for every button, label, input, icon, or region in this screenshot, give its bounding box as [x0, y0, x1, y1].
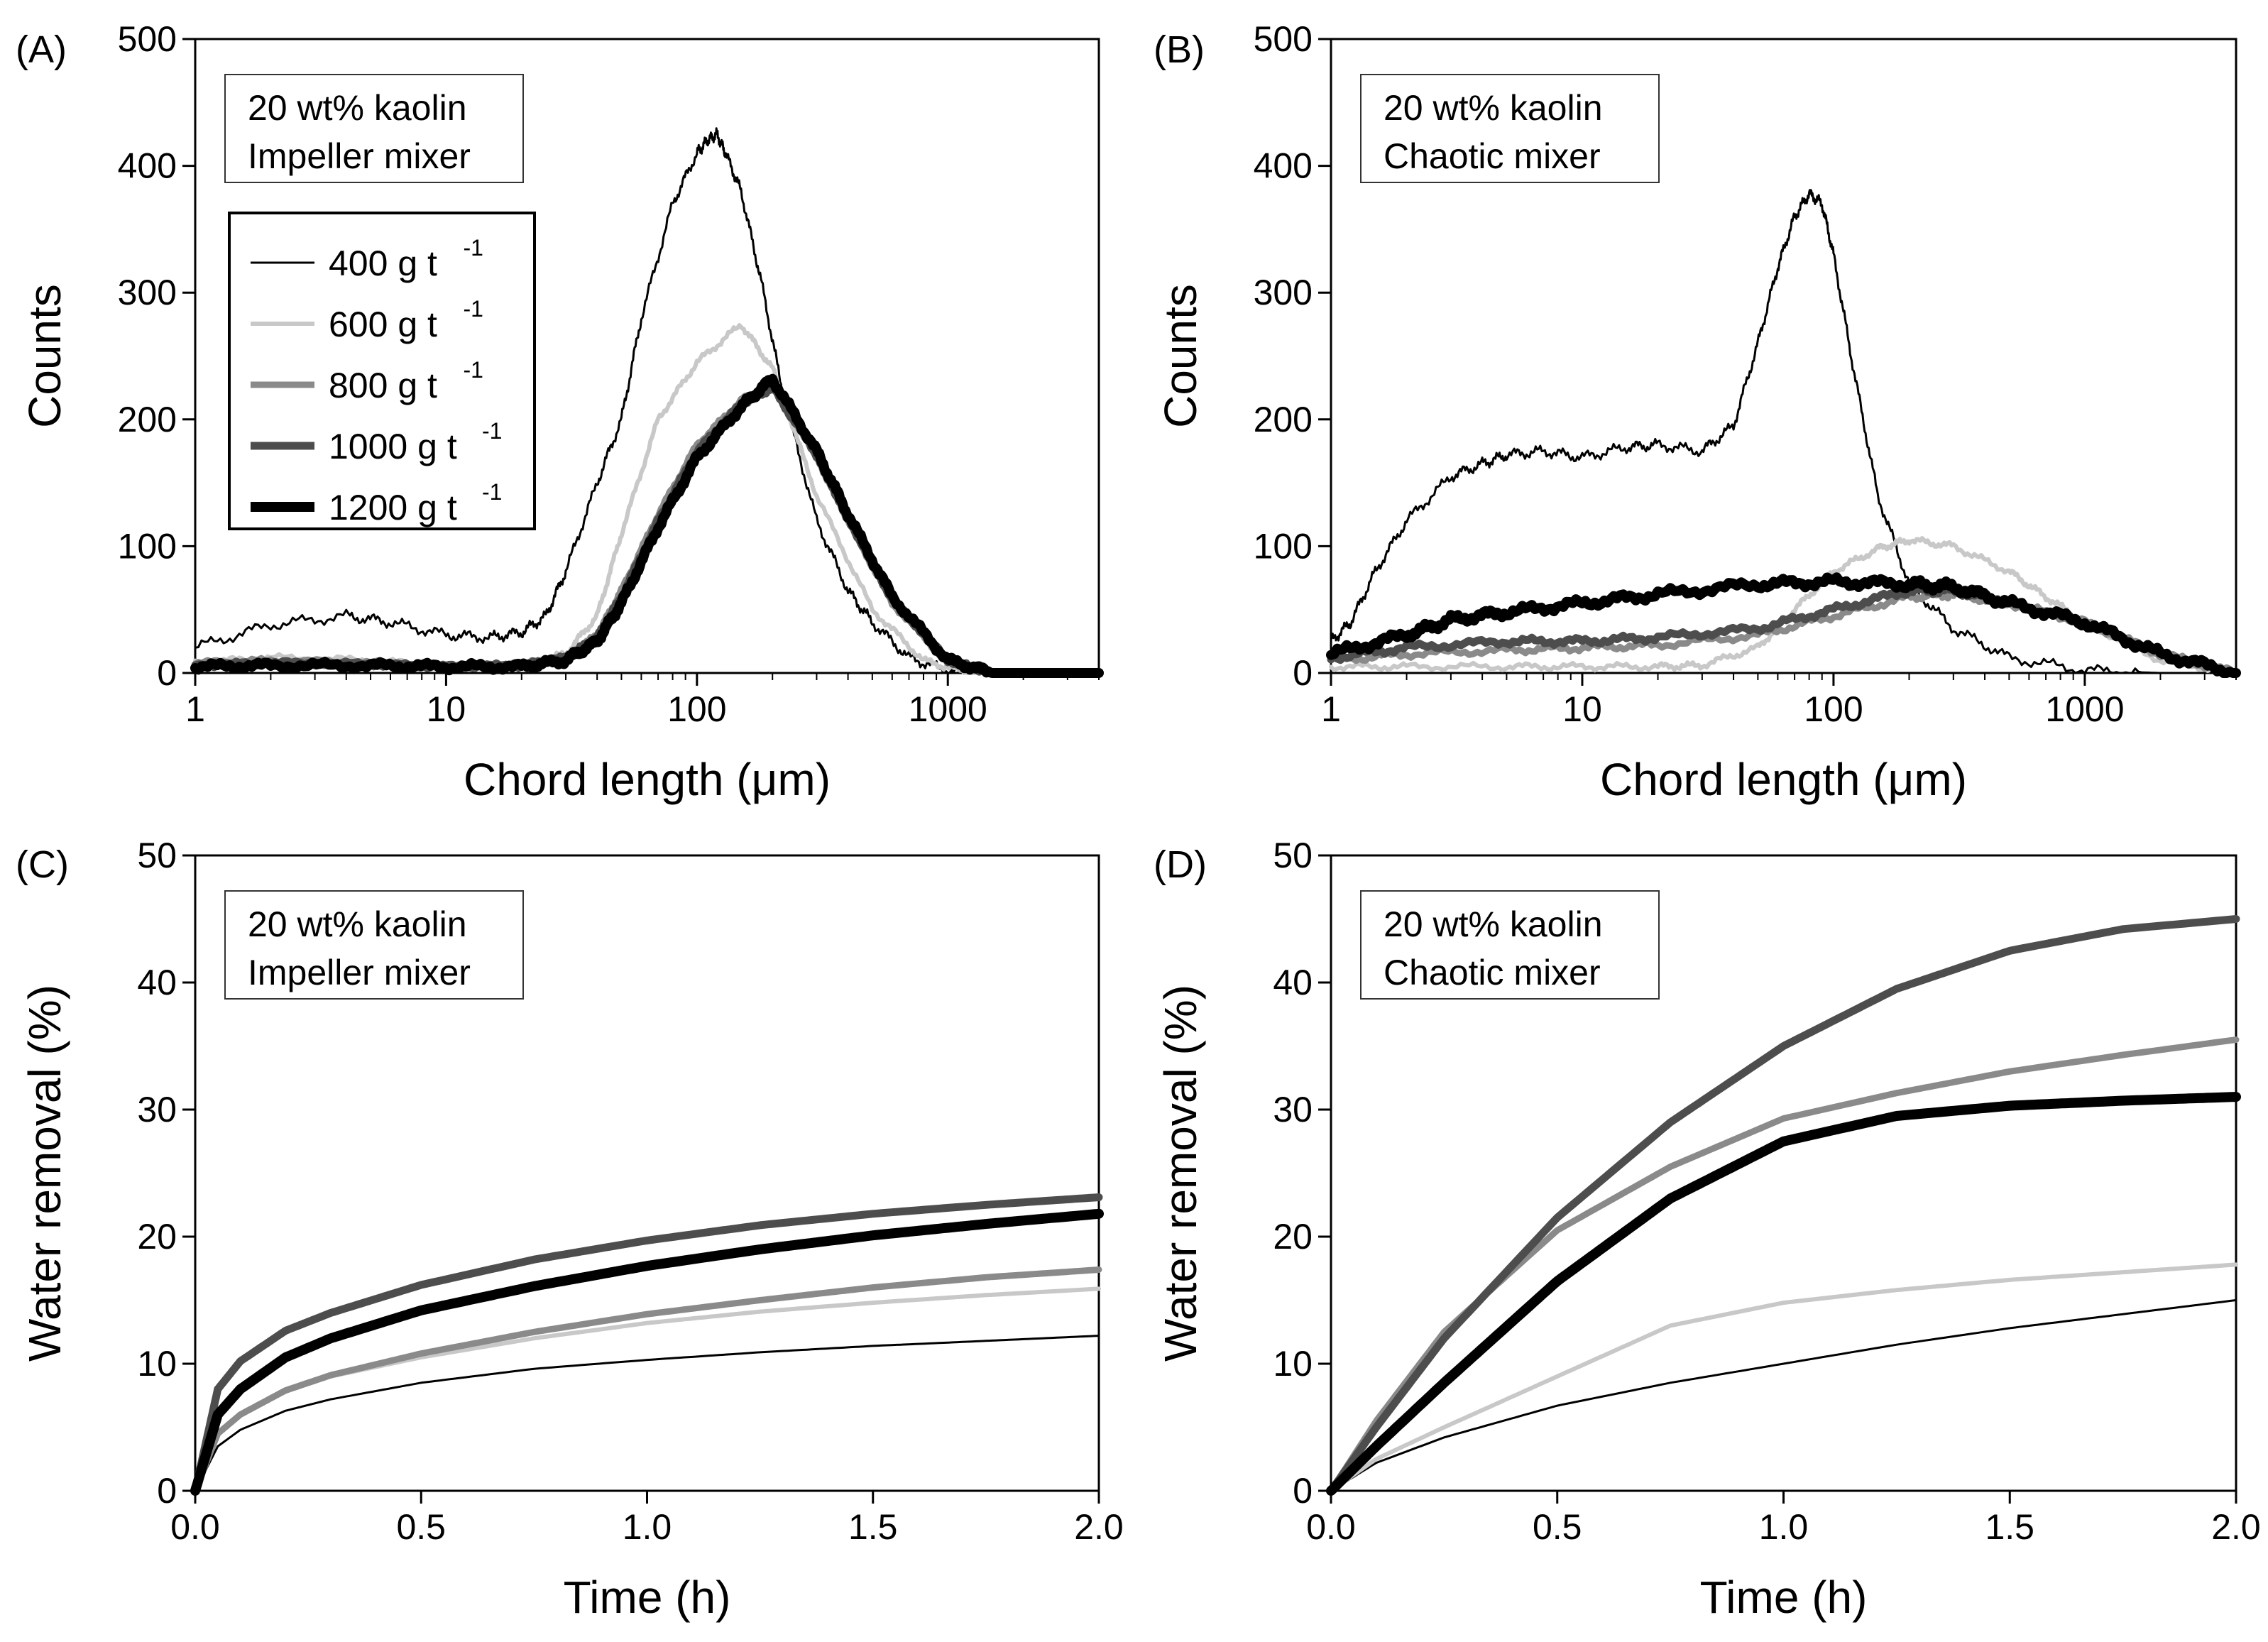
series-line-s1200 — [1326, 572, 2241, 678]
y-axis-title: Water removal (%) — [19, 985, 70, 1362]
note-line: Impeller mixer — [248, 953, 471, 992]
x-tick-label: 10 — [427, 689, 466, 729]
plot-frame — [194, 38, 1100, 674]
x-tick-label: 1 — [185, 689, 205, 729]
legend-label-superscript: -1 — [464, 357, 483, 383]
x-axis-title: Time (h) — [1700, 1572, 1868, 1623]
x-tick-label: 0.0 — [1306, 1507, 1356, 1547]
y-tick-label: 500 — [1254, 19, 1313, 59]
x-axis-title: Chord length (μm) — [464, 754, 831, 805]
y-tick-label: 30 — [137, 1090, 177, 1129]
note-box — [224, 890, 524, 1000]
x-tick-label: 100 — [1804, 689, 1863, 729]
legend-label-superscript: -1 — [482, 418, 502, 444]
legend-label-superscript: -1 — [482, 479, 502, 505]
note-box — [224, 74, 524, 183]
note-line: 20 wt% kaolin — [248, 904, 467, 944]
x-tick-label: 1.5 — [848, 1507, 898, 1547]
x-tick-label: 2.0 — [2211, 1507, 2261, 1547]
series-line-s1200 — [190, 373, 1104, 678]
y-tick-label: 0 — [157, 1471, 177, 1511]
y-tick-label: 0 — [1293, 1471, 1313, 1511]
note-line: Chaotic mixer — [1384, 136, 1601, 176]
y-tick-label: 500 — [118, 19, 177, 59]
x-tick-label: 1.0 — [623, 1507, 672, 1547]
series-line-s1200 — [190, 1208, 1104, 1496]
note-line: 20 wt% kaolin — [1384, 88, 1603, 128]
x-tick-label: 100 — [667, 689, 726, 729]
y-axis-title: Counts — [1155, 284, 1206, 428]
y-tick-label: 100 — [118, 526, 177, 566]
series-line-s400 — [194, 127, 1100, 674]
panel-label: (A) — [16, 28, 67, 71]
y-tick-label: 0 — [157, 653, 177, 693]
x-tick-label: 0.5 — [1533, 1507, 1582, 1547]
panel-c: (C) 0 10 20 30 40 50 0.0 0.5 1.0 1.5 2.0 Time (h) Wat… — [16, 836, 1124, 1623]
x-tick-label: 1000 — [909, 689, 987, 729]
legend-label: 400 g t — [329, 243, 437, 283]
legend-label-superscript: -1 — [464, 296, 483, 322]
x-tick-label: 1.5 — [1985, 1507, 2034, 1547]
series-line-s800 — [1327, 1036, 2240, 1494]
legend-label: 1000 g t — [329, 427, 457, 466]
y-axis-title: Counts — [19, 284, 70, 428]
panel-b: (B) 0 100 200 300 400 500 1 10 100 1000 Chord lengt… — [1154, 19, 2241, 805]
x-axis-title: Time (h) — [564, 1572, 731, 1623]
note-line: Impeller mixer — [248, 136, 471, 176]
note-line: 20 wt% kaolin — [1384, 904, 1603, 944]
y-tick-label: 300 — [118, 273, 177, 312]
series-line-s800 — [192, 1266, 1102, 1494]
note-box — [1360, 890, 1660, 1000]
legend-label: 1200 g t — [329, 488, 457, 527]
panel-label: (D) — [1154, 843, 1207, 886]
y-tick-label: 100 — [1254, 526, 1313, 566]
panel-label: (C) — [16, 843, 69, 886]
series-line-s1000 — [191, 1193, 1103, 1495]
y-tick-label: 40 — [137, 963, 177, 1002]
y-tick-label: 200 — [118, 400, 177, 439]
series-line-s1000 — [1327, 915, 2240, 1495]
series-line-s400 — [1330, 189, 2237, 674]
legend-label: 800 g t — [329, 366, 437, 405]
legend-box — [228, 212, 536, 530]
panel-label: (B) — [1154, 28, 1205, 71]
note-line: Chaotic mixer — [1384, 953, 1601, 992]
series-line-s600 — [193, 1286, 1101, 1493]
y-tick-label: 50 — [137, 836, 177, 875]
series-line-s600 — [1329, 1262, 2238, 1493]
x-tick-label: 1000 — [2045, 689, 2124, 729]
x-tick-label: 0.5 — [396, 1507, 446, 1547]
y-tick-label: 300 — [1254, 273, 1313, 312]
x-tick-label: 2.0 — [1074, 1507, 1124, 1547]
panel-d: (D) 0 10 20 30 40 50 0.0 0.5 1.0 1.5 2.0 Time (h) Wat… — [1154, 836, 2261, 1623]
series-line-s1200 — [1326, 1092, 2241, 1496]
plot-frame — [1330, 38, 2237, 674]
x-tick-label: 1 — [1321, 689, 1341, 729]
legend-label-superscript: -1 — [464, 235, 483, 261]
y-tick-label: 20 — [137, 1217, 177, 1257]
y-axis-title: Water removal (%) — [1155, 985, 1206, 1362]
series-line-s600 — [1329, 536, 2238, 675]
y-tick-label: 40 — [1273, 963, 1313, 1002]
y-tick-label: 200 — [1254, 400, 1313, 439]
note-line: 20 wt% kaolin — [248, 88, 467, 128]
y-tick-label: 10 — [1273, 1344, 1313, 1384]
x-tick-label: 10 — [1562, 689, 1602, 729]
y-tick-label: 0 — [1293, 653, 1313, 693]
series-line-s400 — [194, 1335, 1100, 1492]
y-tick-label: 10 — [137, 1344, 177, 1384]
note-box — [1360, 74, 1660, 183]
x-tick-label: 1.0 — [1759, 1507, 1809, 1547]
y-tick-label: 400 — [118, 146, 177, 186]
panel-a: (A) 0 100 200 300 400 500 1 10 100 1000 Chord lengt… — [16, 19, 1104, 805]
y-tick-label: 20 — [1273, 1217, 1313, 1257]
legend-label: 600 g t — [329, 305, 437, 344]
x-tick-label: 0.0 — [170, 1507, 220, 1547]
y-tick-label: 50 — [1273, 836, 1313, 875]
x-axis-title: Chord length (μm) — [1600, 754, 1967, 805]
y-tick-label: 400 — [1254, 146, 1313, 186]
y-tick-label: 30 — [1273, 1090, 1313, 1129]
series-line-s400 — [1330, 1299, 2237, 1492]
